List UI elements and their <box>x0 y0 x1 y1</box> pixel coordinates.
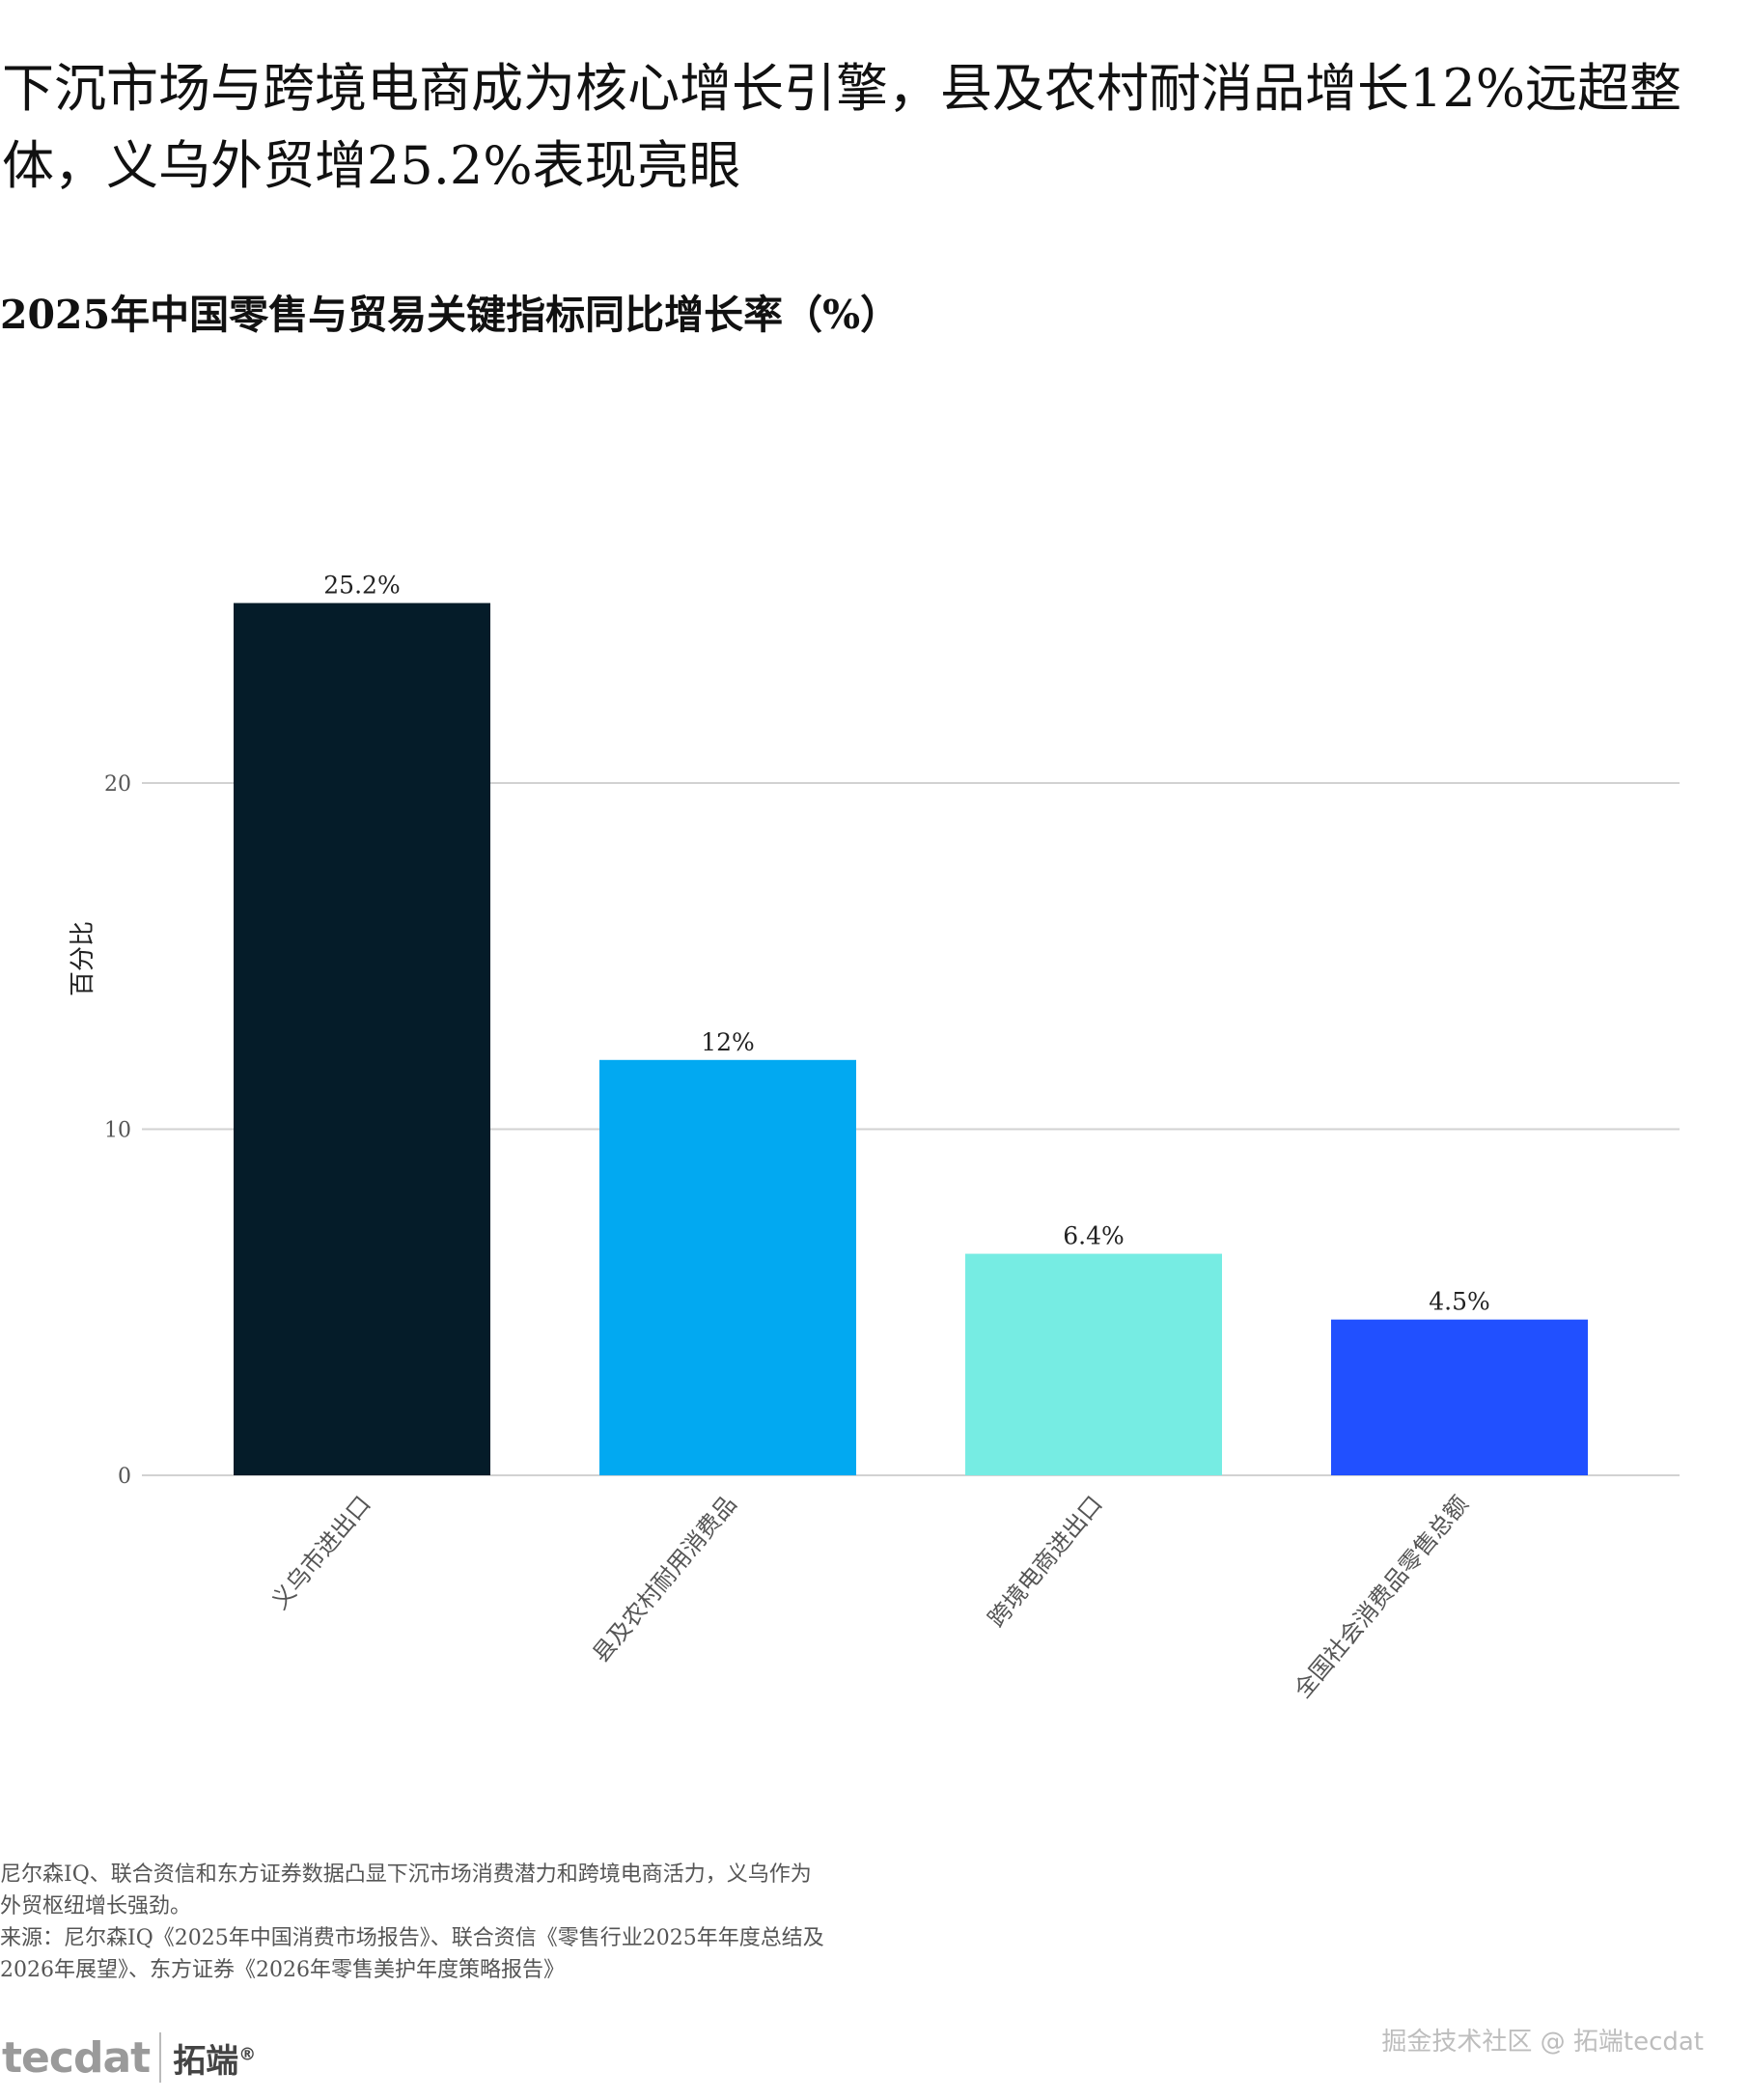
bars <box>234 602 1588 1475</box>
x-tick-label: 县及农村耐用消费品 <box>587 1491 741 1667</box>
x-tick-labels: 义乌市进出口 县及农村耐用消费品 跨境电商进出口 全国社会消费品零售总额 <box>266 1491 1474 1703</box>
x-tick-label: 跨境电商进出口 <box>983 1491 1107 1633</box>
value-label: 6.4% <box>1063 1222 1125 1250</box>
logo-chinese: 拓端® <box>173 2034 256 2082</box>
chart-subtitle: 2025年中国零售与贸易关键指标同比增长率（%） <box>0 292 901 338</box>
brand-logo: tecdat 拓端® <box>2 2024 256 2091</box>
footnote-description: 尼尔森IQ、联合资信和东方证券数据凸显下沉市场消费潜力和跨境电商活力，义乌作为外… <box>0 1862 812 1918</box>
footnote: 尼尔森IQ、联合资信和东方证券数据凸显下沉市场消费潜力和跨境电商活力，义乌作为外… <box>0 1859 830 1986</box>
logo-chinese-text: 拓端 <box>173 2041 239 2081</box>
value-label: 12% <box>701 1028 755 1056</box>
bar-chart: 0 10 20 百分比 25.2% 12% 6.4% 4.5% 义乌市进出口 县及农村耐用消… <box>69 572 1680 1703</box>
logo-divider <box>159 2032 162 2083</box>
footnote-source: 来源：尼尔森IQ《2025年中国消费市场报告》、联合资信《零售行业2025年年度… <box>0 1926 824 1982</box>
bar <box>1331 1319 1588 1475</box>
y-tick-label: 20 <box>104 772 131 797</box>
headline: 下沉市场与跨境电商成为核心增长引擎，县及农村耐消品增长12%远超整体，义乌外贸增… <box>2 58 1682 196</box>
bar <box>965 1253 1222 1475</box>
value-labels: 25.2% 12% 6.4% 4.5% <box>323 572 1489 1316</box>
x-tick-label: 义乌市进出口 <box>266 1491 376 1614</box>
value-label: 25.2% <box>323 572 400 600</box>
y-axis-label: 百分比 <box>69 921 97 996</box>
logo-wordmark: tecdat <box>2 2032 151 2083</box>
x-tick-label: 全国社会消费品零售总额 <box>1289 1491 1473 1703</box>
bar <box>599 1059 856 1475</box>
bar <box>234 602 490 1475</box>
y-tick-label: 10 <box>104 1119 131 1143</box>
y-tick-labels: 0 10 20 <box>104 772 131 1489</box>
registered-mark: ® <box>238 2044 257 2065</box>
y-tick-label: 0 <box>118 1465 131 1489</box>
value-label: 4.5% <box>1429 1288 1490 1316</box>
watermark: 掘金技术社区 @ 拓端tecdat <box>1381 2028 1704 2057</box>
